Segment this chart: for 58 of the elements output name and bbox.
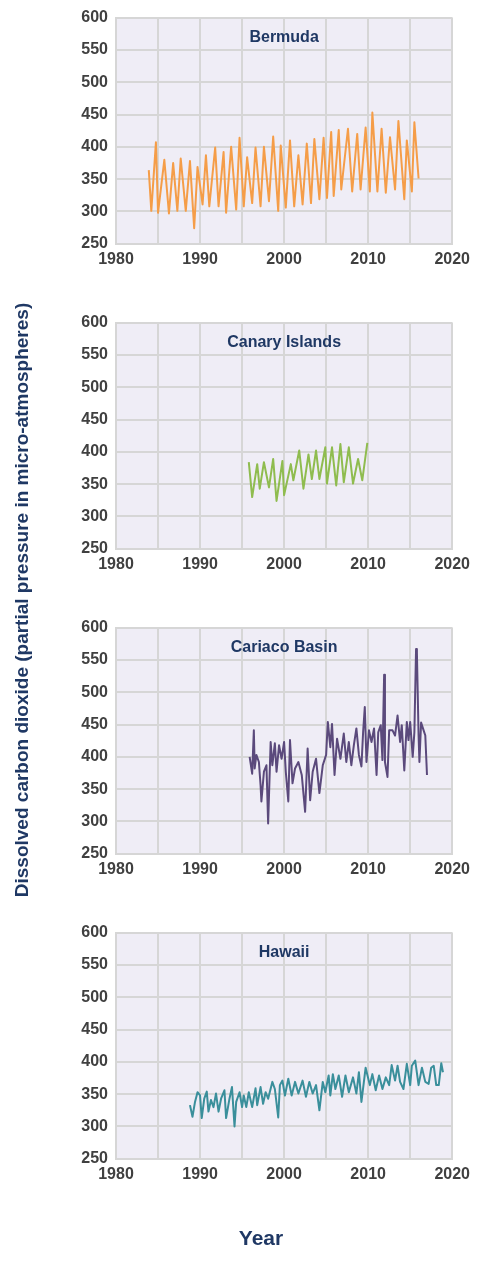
x-tick-label: 2020 (434, 249, 471, 267)
y-tick-label: 400 (81, 1052, 109, 1070)
y-tick-label: 500 (81, 72, 109, 90)
text: Canary Islands (227, 333, 342, 351)
y-tick-label: 300 (81, 1116, 109, 1134)
x-axis-title: Year (237, 1226, 285, 1250)
x-tick-label: 1980 (98, 249, 134, 267)
y-tick-label: 400 (81, 442, 109, 460)
x-tick-label: 2010 (350, 859, 387, 877)
y-tick-label: 450 (81, 1019, 109, 1037)
y-tick-label: 550 (81, 955, 109, 973)
y-tick-label: 500 (81, 987, 109, 1005)
x-tick-label: 1990 (182, 859, 218, 877)
y-tick-label: 350 (81, 779, 109, 797)
text: Bermuda (249, 28, 319, 46)
y-tick-label: 600 (81, 313, 109, 331)
y-tick-label: 350 (81, 169, 109, 187)
y-tick-label: 500 (81, 377, 109, 395)
y-tick-label: 450 (81, 409, 109, 427)
y-tick-label: 550 (81, 40, 109, 58)
x-tick-label: 2020 (434, 859, 471, 877)
x-tick-label: 1980 (98, 859, 134, 877)
x-tick-label: 1980 (98, 554, 134, 572)
y-tick-label: 350 (81, 474, 109, 492)
y-tick-label: 550 (81, 650, 109, 668)
y-tick-label: 250 (81, 1149, 109, 1167)
x-tick-label: 2000 (266, 249, 302, 267)
x-tick-label: 1990 (182, 554, 218, 572)
y-tick-label: 400 (81, 137, 109, 155)
x-tick-label: 1980 (98, 1164, 134, 1182)
x-tick-label: 2020 (434, 1164, 471, 1182)
y-tick-label: 550 (81, 345, 109, 363)
y-tick-label: 500 (81, 682, 109, 700)
y-tick-label: 250 (81, 844, 109, 862)
y-axis-title: Dissolved carbon dioxide (partial pressure in micro-atmospheres) (11, 302, 33, 898)
y-tick-label: 350 (81, 1084, 109, 1102)
y-tick-label: 300 (81, 811, 109, 829)
y-tick-label: 400 (81, 747, 109, 765)
text: Cariaco Basin (230, 638, 338, 656)
y-tick-label: 600 (81, 8, 109, 26)
y-tick-label: 300 (81, 506, 109, 524)
text: Hawaii (258, 943, 310, 961)
x-tick-label: 2010 (350, 249, 387, 267)
y-tick-label: 450 (81, 104, 109, 122)
x-tick-label: 1990 (182, 249, 218, 267)
y-tick-label: 300 (81, 201, 109, 219)
y-tick-label: 450 (81, 714, 109, 732)
y-tick-label: 600 (81, 618, 109, 636)
y-tick-label: 250 (81, 539, 109, 557)
x-tick-label: 1990 (182, 1164, 218, 1182)
y-tick-label: 600 (81, 923, 109, 941)
y-tick-label: 250 (81, 234, 109, 252)
x-tick-label: 2010 (350, 554, 387, 572)
x-tick-label: 2000 (266, 1164, 302, 1182)
x-tick-label: 2000 (266, 554, 302, 572)
x-tick-label: 2000 (266, 859, 302, 877)
x-tick-label: 2020 (434, 554, 471, 572)
x-tick-label: 2010 (350, 1164, 387, 1182)
